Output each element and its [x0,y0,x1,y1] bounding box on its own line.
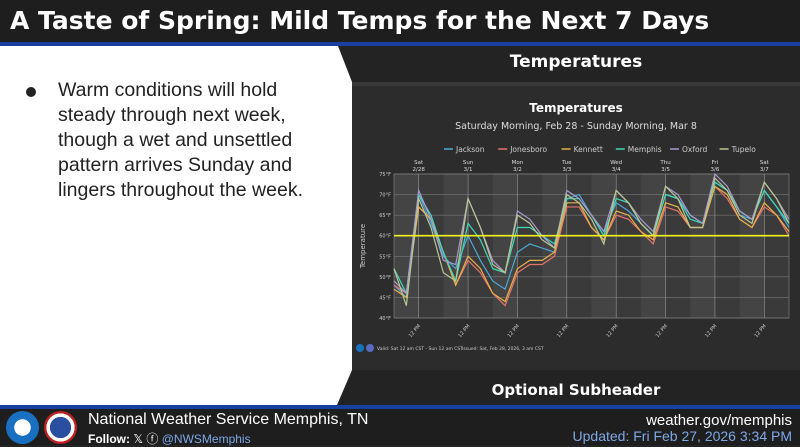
y-axis-label: Temperature [359,224,367,269]
footer [0,409,800,445]
legend-label: Kennett [574,145,603,154]
chart-band [591,174,617,318]
office-name: National Weather Service Memphis, TN [88,411,369,428]
y-tick-label: 45°F [379,295,391,301]
header-divider [0,42,800,46]
bullet-dot-icon [26,87,36,97]
chart-band [468,174,493,318]
day-label: Thu [659,160,670,166]
valid-text: Valid: Sat 12 am CST - Sun 12 am CST [377,346,463,352]
chart-title: Temperatures [529,101,622,115]
day-label: Wed [610,160,622,166]
legend-label: Oxford [682,145,708,154]
bullet-item: Warm conditions will hold steady through… [26,78,328,203]
x-tick-label: 12 PM [556,323,570,339]
day-label: Tue [561,160,572,166]
x-tick-label: 12 PM [753,323,767,339]
follow-label: Follow: [88,432,130,446]
noaa-logo-icon [6,411,39,444]
noaa-small-icon [356,344,364,352]
y-tick-label: 40°F [379,316,391,322]
y-tick-label: 75°F [379,172,391,178]
series-line-kennett [393,185,790,303]
page-title: A Taste of Spring: Mild Temps for the Ne… [0,0,800,42]
day-label: Fri [712,160,719,166]
y-tick-label: 55°F [379,254,391,260]
date-label: 3/5 [661,167,670,173]
chart-band [492,174,518,318]
date-label: 3/7 [760,167,769,173]
legend-label: Tupelo [731,145,757,154]
subheader: Optional Subheader [491,381,661,399]
day-label: Sat [760,160,770,166]
series-line-oxford [393,172,790,295]
plot-border [393,173,790,319]
follow-line: Follow: 𝕏 ⓕ @NWSMemphis [88,430,251,447]
y-tick-label: 65°F [379,213,391,219]
chart-band [640,174,666,318]
day-label: Mon [512,160,524,166]
x-tick-label: 12 PM [704,323,718,339]
updated-timestamp: Updated: Fri Feb 27, 2026 3:34 PM [572,428,792,444]
panel-header: Temperatures [509,52,643,72]
chart-band [517,174,543,318]
x-tick-label: 12 PM [408,323,422,339]
series-line-tupelo [393,176,790,306]
date-label: 3/3 [562,167,571,173]
nws-logo-icon [44,411,77,444]
day-label: Sun [463,160,474,166]
facebook-icon[interactable]: ⓕ [146,432,159,446]
legend-label: Memphis [628,145,662,154]
chart-band [616,174,641,318]
date-label: 3/4 [612,167,621,173]
legend-label: Jonesboro [509,145,547,154]
issued-text: Issued: Sat, Feb 28, 2026, 3 am CST [462,346,544,352]
y-tick-label: 50°F [379,275,391,281]
chart-subtitle: Saturday Morning, Feb 28 - Sunday Mornin… [455,121,697,132]
x-tick-label: 12 PM [655,323,669,339]
date-label: 3/6 [711,167,720,173]
website-link[interactable]: weather.gov/memphis [646,412,792,429]
day-label: Sat [414,160,424,166]
date-label: 2/28 [413,167,426,173]
bullet-text: Warm conditions will hold steady through… [58,79,303,201]
legend-label: Jackson [455,145,485,154]
y-tick-label: 60°F [379,234,391,240]
footer-divider [0,405,800,409]
social-handle[interactable]: @NWSMemphis [161,432,251,446]
x-logo-icon[interactable]: 𝕏 [133,432,144,446]
y-tick-label: 70°F [379,193,391,199]
date-label: 3/1 [464,167,473,173]
date-label: 3/2 [513,167,522,173]
temperature-chart: Temperatures Saturday Morning, Feb 28 - S… [356,101,790,352]
x-tick-label: 12 PM [457,323,471,339]
nws-small-icon [366,344,374,352]
text-panel [0,46,352,405]
x-tick-label: 12 PM [605,323,619,339]
x-tick-label: 12 PM [507,323,521,339]
